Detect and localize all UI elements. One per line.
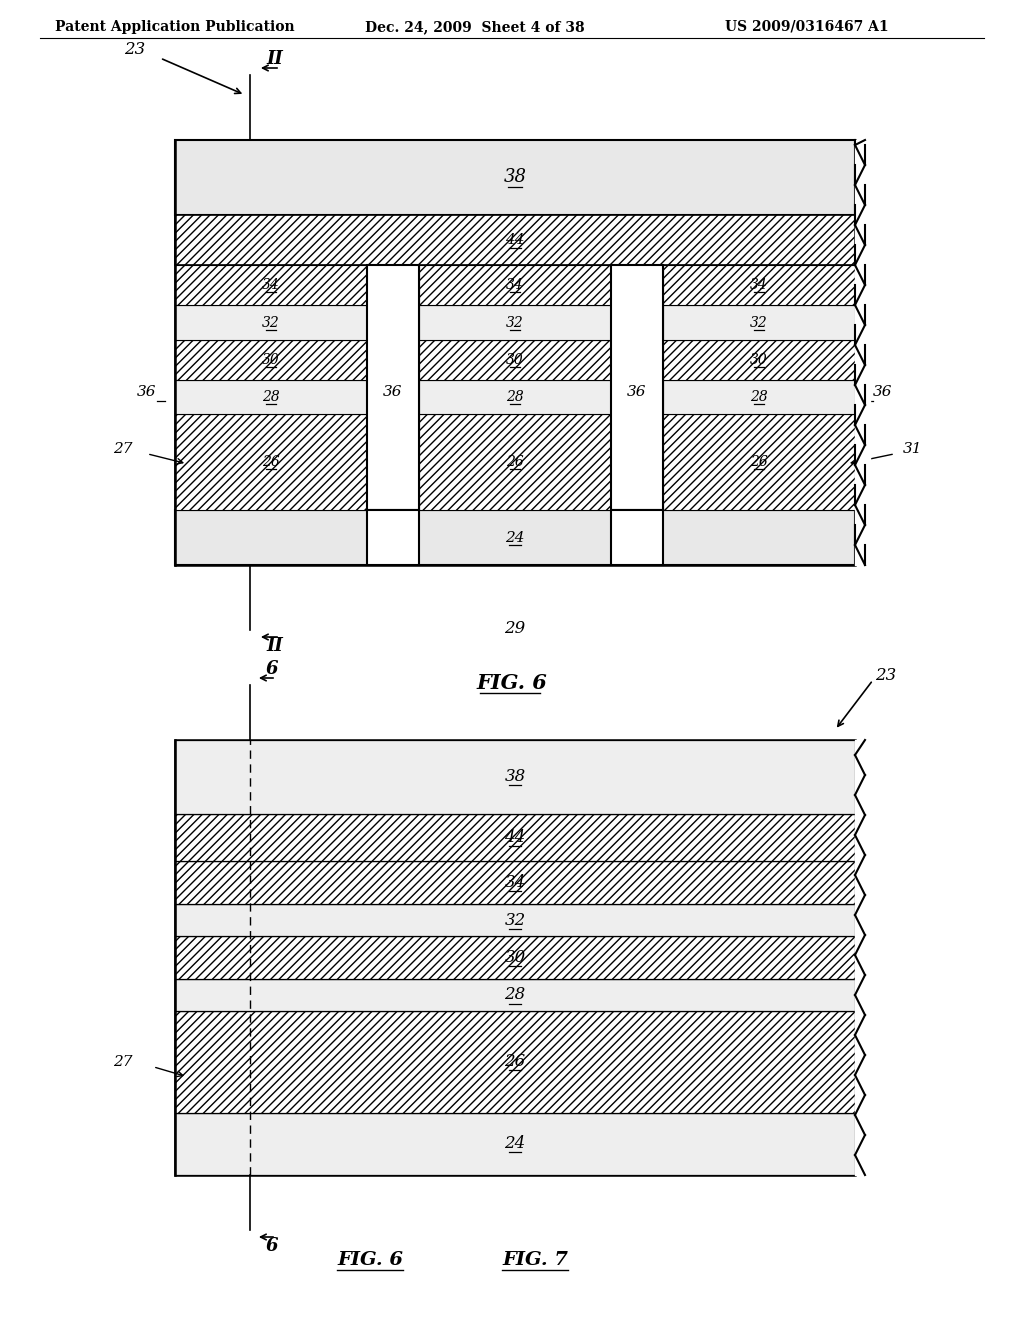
Text: 6: 6 bbox=[266, 660, 279, 678]
Bar bbox=[175, 380, 367, 414]
Bar bbox=[367, 510, 419, 565]
Bar bbox=[419, 414, 611, 510]
Text: 34: 34 bbox=[751, 279, 768, 292]
Bar bbox=[419, 380, 611, 414]
Bar bbox=[175, 861, 855, 904]
Text: 38: 38 bbox=[504, 169, 526, 186]
Text: 26: 26 bbox=[505, 1053, 525, 1071]
Text: 38: 38 bbox=[505, 768, 525, 785]
Bar bbox=[175, 904, 855, 936]
Text: 27: 27 bbox=[114, 1055, 133, 1069]
Bar bbox=[175, 414, 367, 510]
Bar bbox=[175, 265, 367, 305]
Bar bbox=[175, 140, 855, 215]
Text: Dec. 24, 2009  Sheet 4 of 38: Dec. 24, 2009 Sheet 4 of 38 bbox=[365, 20, 585, 34]
Bar bbox=[611, 510, 663, 565]
Text: Patent Application Publication: Patent Application Publication bbox=[55, 20, 295, 34]
Bar bbox=[419, 265, 611, 305]
Text: 26: 26 bbox=[262, 455, 280, 469]
Text: 30: 30 bbox=[505, 949, 525, 966]
Text: 26: 26 bbox=[751, 455, 768, 469]
Text: 31: 31 bbox=[903, 442, 923, 455]
Bar bbox=[175, 510, 855, 565]
Text: 27: 27 bbox=[114, 442, 133, 455]
Text: 32: 32 bbox=[505, 912, 525, 928]
Bar bbox=[175, 813, 855, 861]
Bar bbox=[663, 380, 855, 414]
Text: 24: 24 bbox=[505, 531, 524, 544]
Text: 28: 28 bbox=[262, 391, 280, 404]
Text: 44: 44 bbox=[505, 829, 525, 846]
Bar bbox=[175, 305, 367, 339]
Bar bbox=[175, 979, 855, 1011]
Text: 34: 34 bbox=[506, 279, 524, 292]
Text: II: II bbox=[266, 50, 284, 69]
Text: 28: 28 bbox=[751, 391, 768, 404]
Bar bbox=[419, 339, 611, 380]
Text: 24: 24 bbox=[505, 1135, 525, 1152]
Text: II: II bbox=[266, 638, 284, 655]
Text: 36: 36 bbox=[383, 385, 402, 400]
Text: 36: 36 bbox=[873, 385, 893, 400]
Text: 6: 6 bbox=[266, 1237, 279, 1255]
Bar bbox=[663, 339, 855, 380]
Bar bbox=[175, 339, 367, 380]
Bar bbox=[175, 215, 855, 265]
Text: 36: 36 bbox=[628, 385, 647, 400]
Bar bbox=[611, 265, 663, 510]
Bar bbox=[367, 265, 419, 510]
Text: 30: 30 bbox=[506, 352, 524, 367]
Bar bbox=[663, 265, 855, 305]
Bar bbox=[175, 140, 855, 565]
Bar bbox=[175, 936, 855, 979]
Bar bbox=[175, 741, 855, 813]
Text: FIG. 7: FIG. 7 bbox=[502, 1251, 568, 1269]
Text: 44: 44 bbox=[505, 234, 524, 247]
Bar bbox=[663, 305, 855, 339]
Bar bbox=[175, 1011, 855, 1113]
Text: FIG. 6: FIG. 6 bbox=[476, 673, 548, 693]
Text: 30: 30 bbox=[751, 352, 768, 367]
Text: 23: 23 bbox=[874, 667, 896, 684]
Text: 29: 29 bbox=[505, 620, 525, 638]
Bar bbox=[419, 305, 611, 339]
Text: 32: 32 bbox=[506, 315, 524, 330]
Bar bbox=[175, 741, 855, 1175]
Text: 30: 30 bbox=[262, 352, 280, 367]
Text: 36: 36 bbox=[137, 385, 157, 400]
Text: 32: 32 bbox=[262, 315, 280, 330]
Text: 34: 34 bbox=[505, 874, 525, 891]
Text: US 2009/0316467 A1: US 2009/0316467 A1 bbox=[725, 20, 889, 34]
Text: 32: 32 bbox=[751, 315, 768, 330]
Text: FIG. 6: FIG. 6 bbox=[337, 1251, 403, 1269]
Bar bbox=[663, 414, 855, 510]
Text: 34: 34 bbox=[262, 279, 280, 292]
Text: 23: 23 bbox=[124, 41, 145, 58]
Text: 28: 28 bbox=[506, 391, 524, 404]
Text: 28: 28 bbox=[505, 986, 525, 1003]
Bar bbox=[175, 1113, 855, 1175]
Text: 26: 26 bbox=[506, 455, 524, 469]
